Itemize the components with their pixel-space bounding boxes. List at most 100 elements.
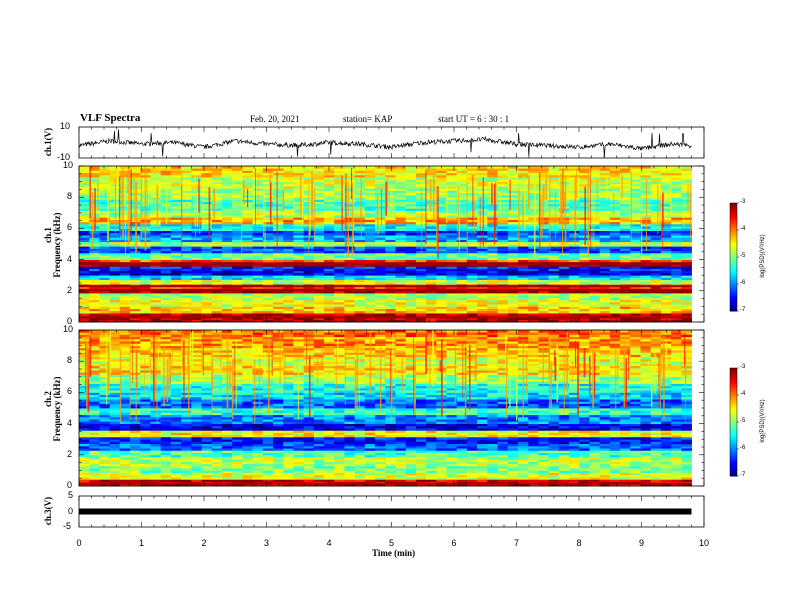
ch1-spectrogram-cell — [528, 304, 539, 307]
ch1-spectrogram-cell — [415, 208, 427, 211]
ch1-spectrogram-cell — [456, 255, 468, 258]
ch1-spectrogram-cell — [354, 235, 366, 238]
ch1-spectrogram-cell — [630, 293, 641, 296]
ch1-spectrogram-cell — [273, 279, 284, 283]
ch1-spectrogram-cell — [660, 237, 672, 240]
ch1-spectrogram-cell — [385, 170, 396, 174]
ch1-spectrogram-cell — [681, 217, 692, 220]
ch1-spectrogram-cell — [160, 286, 172, 289]
ch1-spectrogram-cell — [579, 183, 590, 187]
ch1-spectrogram-cell — [671, 226, 682, 229]
ch1-spectrogram-cell — [201, 266, 213, 269]
ch1-spectrogram-cell — [681, 183, 692, 187]
ch1-spectrogram-cell — [640, 299, 652, 303]
ch2-spectrogram-cell — [313, 479, 325, 482]
ch1-spectrogram-cell — [681, 212, 692, 216]
ch1-spectrogram-cell — [630, 257, 641, 260]
ch1-spectrogram-cell — [681, 210, 692, 214]
ch1-spectrogram-cell — [150, 266, 162, 269]
ch1-spectrogram-cell — [599, 306, 611, 309]
ch1-spectrogram-cell — [558, 319, 570, 323]
ch1-spectrogram-cell — [558, 304, 570, 307]
ch1-spectrogram-cell — [466, 172, 478, 176]
ch1-spectrogram-cell — [477, 257, 488, 260]
ch1-spectrogram-cell — [252, 250, 264, 254]
ch1-spectrogram-cell — [497, 261, 509, 265]
ch1-spectrogram-cell — [426, 268, 437, 272]
ch1-spectrogram-cell — [497, 228, 509, 231]
ch1-spectrogram-cell — [660, 295, 672, 298]
ch1-spectrogram-cell — [426, 317, 437, 321]
ch1-spectrogram-cell — [466, 223, 478, 227]
ch1-spectrogram-cell — [681, 179, 692, 182]
ch1-spectrogram-cell — [477, 310, 488, 314]
ch1-spectrogram-cell — [579, 166, 590, 169]
ch2-spectrogram-cell — [140, 483, 151, 487]
ch1-spectrogram-cell — [660, 290, 672, 294]
ch1-spectrogram-cell — [477, 181, 488, 185]
ch1-spectrogram-cell — [630, 183, 641, 187]
ch1-spectrogram-cell — [426, 223, 437, 227]
ch1-spectrogram-cell — [170, 172, 182, 176]
ch1-spectrogram-cell — [375, 313, 386, 316]
ch1-spectrogram-cell — [609, 197, 621, 200]
ch1-spectrogram-cell — [569, 210, 580, 214]
ch1-spectrogram-cell — [528, 252, 539, 256]
ch1-spectrogram-cell — [426, 246, 437, 249]
ch1-spectrogram-cell — [170, 306, 182, 309]
ch2-spectrogram-cell — [303, 474, 315, 478]
ch1-spectrogram-cell — [324, 286, 335, 289]
ch1-spectrogram-cell — [569, 306, 580, 309]
ch1-spectrogram-cell — [109, 308, 121, 312]
ch1-spectrogram-cell — [211, 239, 223, 243]
ch1-spectrogram-cell — [456, 203, 468, 207]
ch1-spectrogram-cell — [79, 277, 90, 280]
ch1-spectrogram-cell — [671, 217, 682, 220]
ch1-spectrogram-cell — [242, 235, 253, 238]
ch1-spectrogram-cell — [252, 170, 264, 174]
ch2-spectrogram-cell — [293, 479, 304, 482]
ch1-spectrogram-cell — [650, 166, 662, 169]
ch1-spectrogram-cell — [150, 319, 162, 323]
ch1-spectrogram-cell — [364, 252, 376, 256]
ch1-spectrogram-cell — [221, 317, 233, 321]
ch1-spectrogram-cell — [497, 226, 509, 229]
ch1-spectrogram-cell — [221, 190, 233, 194]
ch1-spectrogram-cell — [375, 221, 386, 225]
ch1-spectrogram-cell — [324, 219, 335, 223]
ch1-spectrogram-cell — [538, 177, 549, 180]
ch1-spectrogram-sferic-streak — [360, 190, 362, 218]
ch1-spectrogram-cell — [262, 239, 274, 243]
ch1-spectrogram-cell — [109, 232, 121, 236]
ch1-spectrogram-cell — [354, 244, 366, 247]
ch1-spectrogram-cell — [477, 188, 488, 191]
ch1-spectrogram-cell — [242, 297, 253, 301]
ch1-spectrogram-cell — [262, 190, 274, 194]
ch1-spectrogram-cell — [579, 257, 590, 260]
ch2-spectrogram-cell — [518, 479, 529, 482]
ch1-spectrogram-cell — [293, 250, 304, 254]
ch1-spectrogram-cell — [466, 210, 478, 214]
ch1-spectrogram-cell — [589, 277, 600, 280]
ch1-spectrogram-cell — [620, 192, 631, 196]
ch2-spectrogram-cell — [211, 477, 223, 480]
ch1-spectrogram-cell — [579, 250, 590, 254]
ch1-spectrogram-cell — [181, 188, 192, 191]
ch1-spectrogram-cell — [79, 301, 90, 305]
ch2-spectrogram-cell — [211, 472, 223, 476]
ch1-spectrogram-cell — [99, 273, 110, 276]
ch1-spectrogram-sferic-streak — [458, 169, 460, 251]
ch1-spectrogram-cell — [252, 179, 264, 182]
ch1-spectrogram-cell — [170, 248, 182, 252]
ch1-spectrogram-cell — [334, 237, 345, 240]
ch1-spectrogram-cell — [150, 257, 162, 260]
ch1-spectrogram-cell — [477, 210, 488, 214]
ch1-spectrogram-cell — [579, 266, 590, 269]
ch1-spectrogram-cell — [385, 279, 396, 283]
ch1-spectrogram-cell — [89, 177, 100, 180]
ch1-spectrogram-colorbar-segment — [730, 296, 737, 299]
ch1-spectrogram-cell — [221, 228, 233, 231]
ch1-spectrogram-cell — [415, 317, 427, 321]
ch1-spectrogram-cell — [620, 290, 631, 294]
ch1-spectrogram-cell — [487, 212, 498, 216]
